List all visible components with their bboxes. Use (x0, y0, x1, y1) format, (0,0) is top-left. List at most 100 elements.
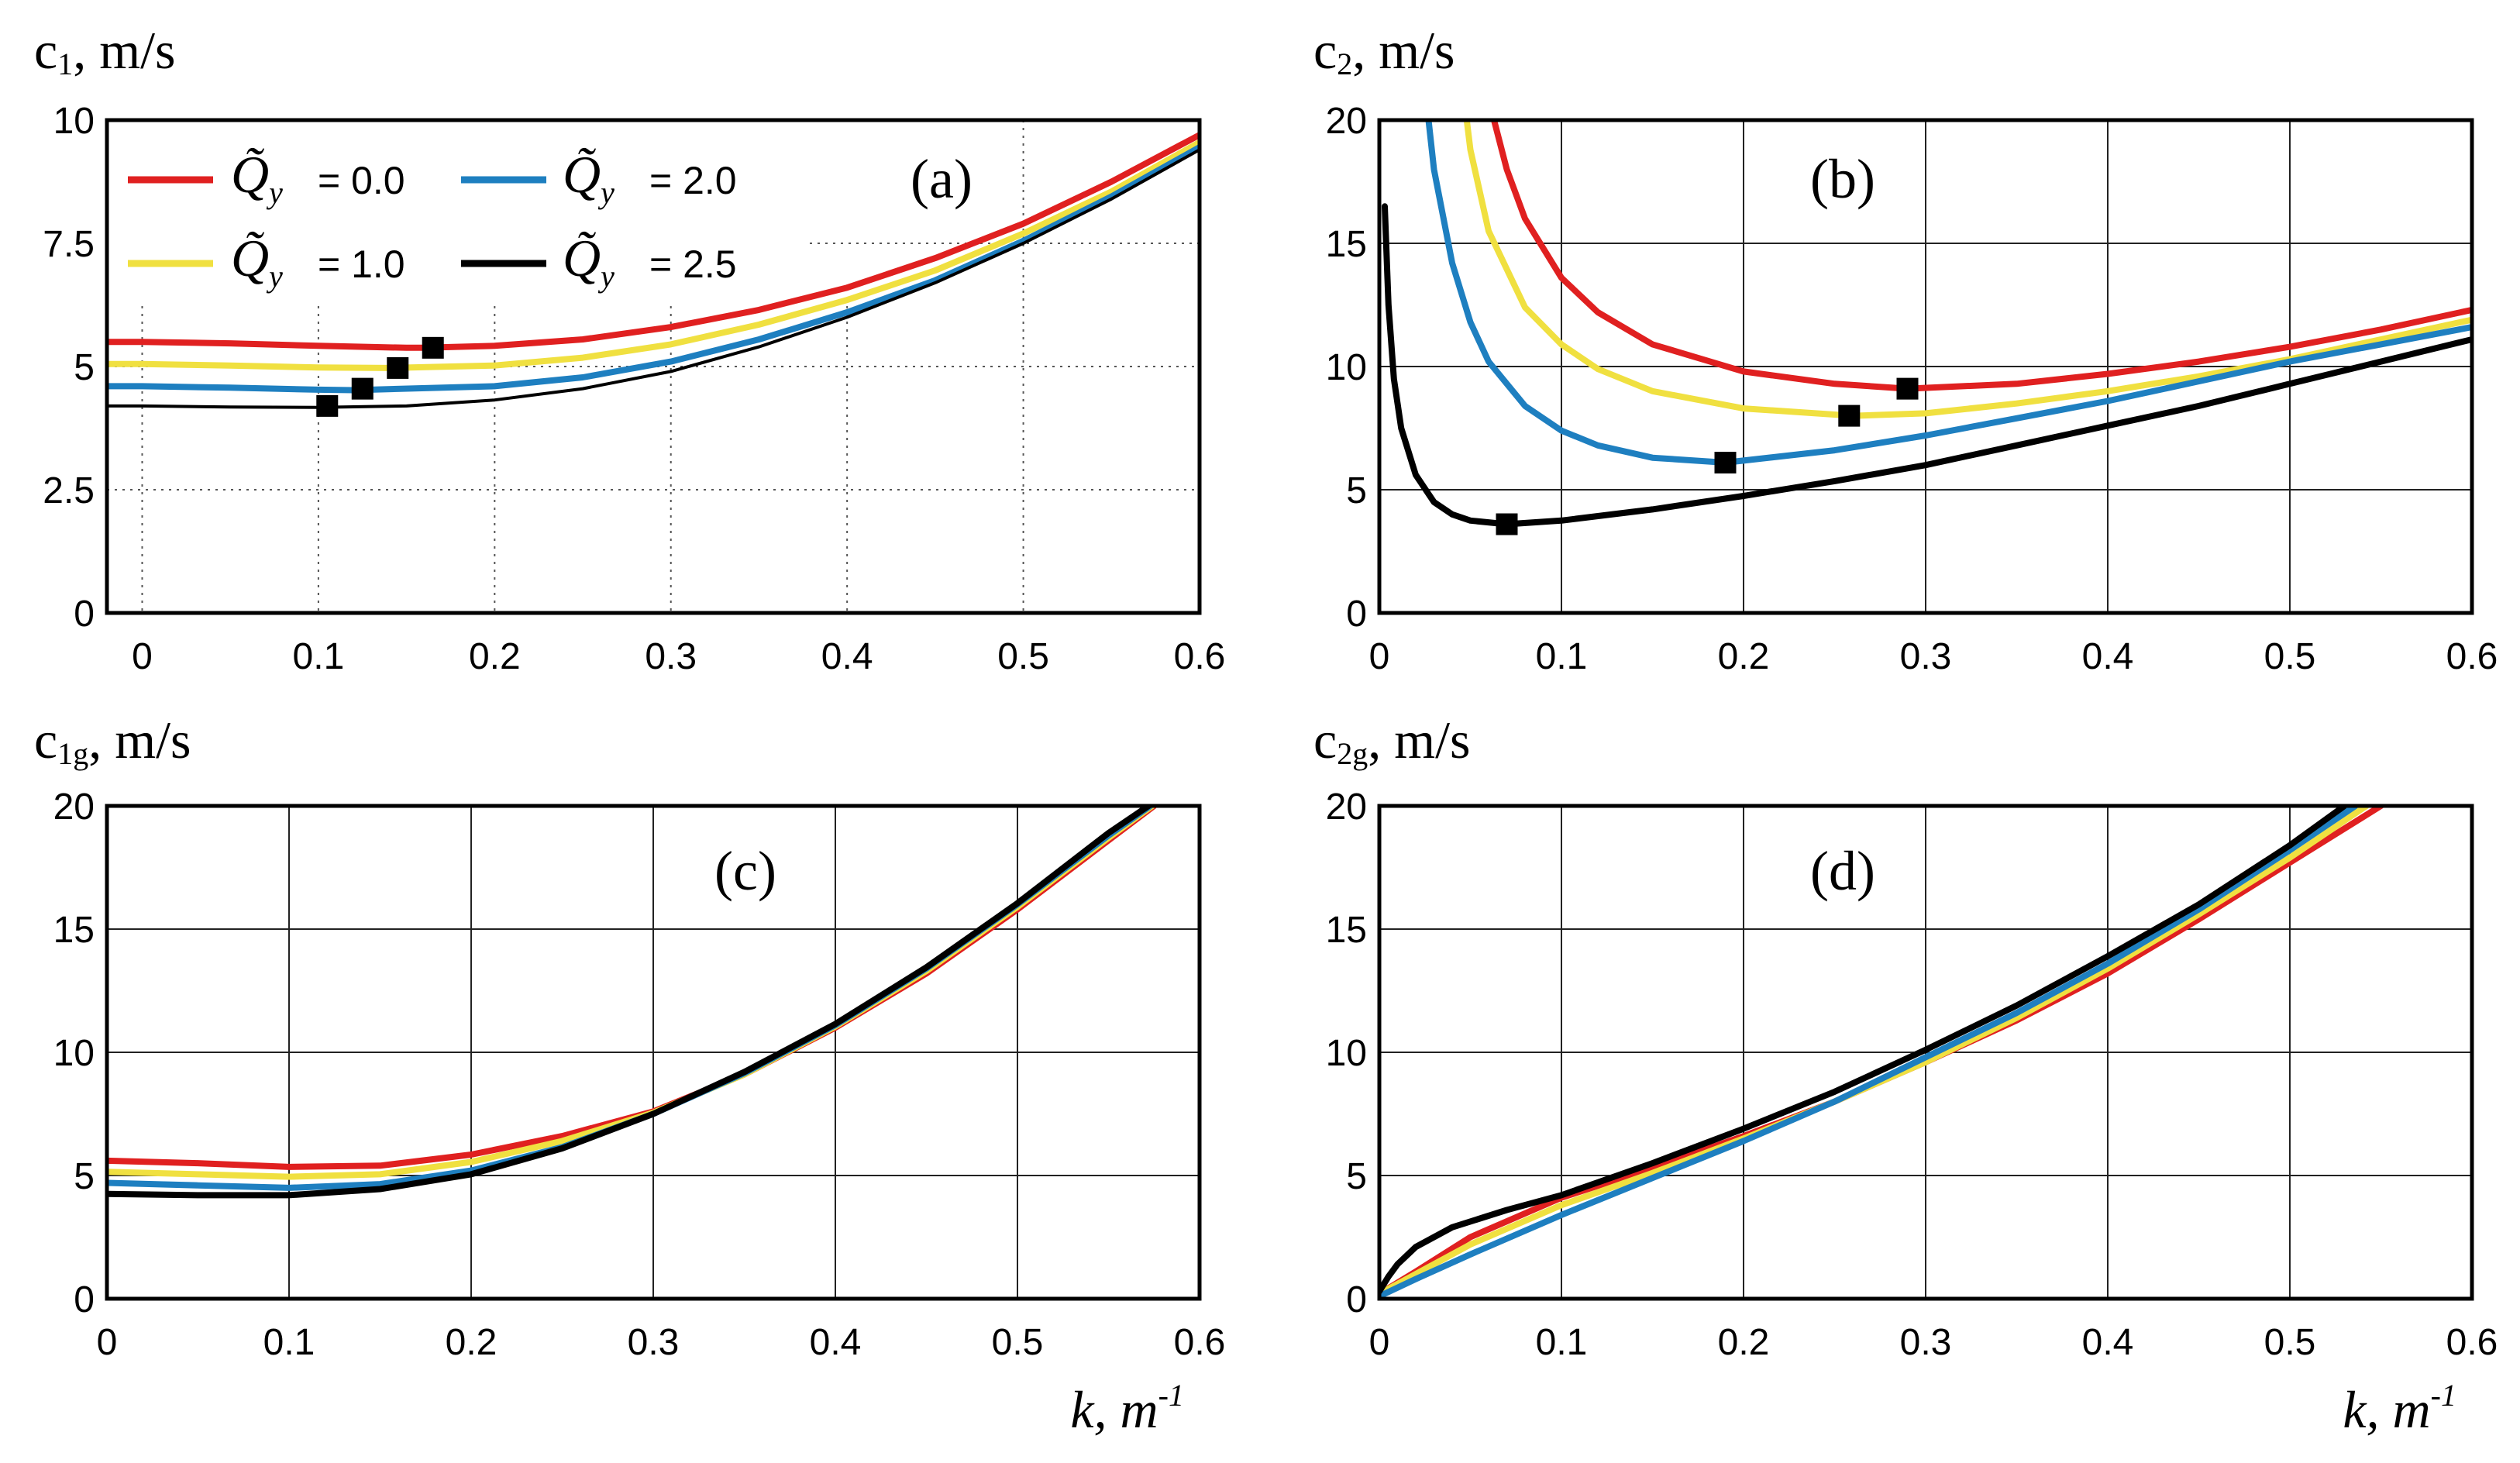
panel-label-a: (a) (911, 148, 973, 210)
x-tick-label-c-1: 0.1 (263, 1322, 315, 1363)
legend-label-q0: = 0.0 (318, 159, 405, 202)
min-marker-b-1 (1714, 452, 1737, 474)
series-line-b-q3 (1382, 203, 2472, 528)
series-line-b-q1 (1463, 120, 2472, 419)
series-line-b-q2 (1425, 120, 2472, 466)
y-tick-label-b-2: 10 (1326, 347, 1367, 388)
y-axis-label-c: c1g, m/s (34, 711, 191, 771)
legend-label-q1: = 1.0 (318, 243, 405, 286)
y-tick-label-a-3: 7.5 (43, 224, 95, 265)
x-tick-label-b-4: 0.4 (2082, 636, 2134, 677)
legend: Q̃y = 0.0 Q̃y = 1.0 Q̃y = 2.0 Q̃y = 2.5 (128, 145, 737, 294)
legend-label-q3: = 2.5 (649, 243, 737, 286)
x-tick-label-b-2: 0.2 (1718, 636, 1770, 677)
x-tick-label-a-6: 0.6 (1174, 636, 1226, 677)
y-axis-label-a: c1, m/s (34, 21, 175, 81)
legend-symbol-q2: Q̃y (563, 145, 615, 210)
min-marker-a-1 (351, 377, 374, 400)
legend-label-q2: = 2.0 (649, 159, 737, 202)
x-tick-label-c-3: 0.3 (628, 1322, 680, 1363)
min-marker-b-0 (1496, 513, 1518, 535)
y-tick-label-b-1: 5 (1346, 470, 1367, 511)
x-tick-label-d-6: 0.6 (2446, 1322, 2498, 1363)
legend-item-q3: Q̃y = 2.5 (461, 229, 737, 294)
x-tick-label-d-2: 0.2 (1718, 1322, 1770, 1363)
y-tick-label-a-4: 10 (53, 101, 95, 142)
min-marker-a-0 (316, 394, 339, 417)
y-tick-label-c-3: 15 (53, 910, 95, 951)
x-tick-label-c-4: 0.4 (810, 1322, 862, 1363)
y-tick-label-d-1: 5 (1346, 1156, 1367, 1197)
series-line-a-q1 (107, 139, 1200, 371)
y-axis-label-d: c2g, m/s (1313, 711, 1470, 771)
x-tick-label-a-2: 0.2 (469, 636, 521, 677)
x-tick-label-a-3: 0.3 (645, 636, 697, 677)
legend-symbol-q1: Q̃y (231, 229, 283, 294)
y-tick-label-a-2: 5 (74, 347, 95, 388)
y-tick-label-b-0: 0 (1346, 594, 1367, 635)
panel-label-d: (d) (1810, 840, 1875, 902)
y-tick-label-a-1: 2.5 (43, 470, 95, 511)
y-tick-label-d-0: 0 (1346, 1279, 1367, 1320)
series-line-d-q2 (1379, 806, 2359, 1299)
legend-symbol-q0: Q̃y (231, 145, 283, 210)
y-tick-label-d-2: 10 (1326, 1033, 1367, 1074)
y-tick-label-a-0: 0 (74, 594, 95, 635)
y-axis-label-b: c2, m/s (1313, 21, 1455, 81)
x-tick-label-b-0: 0 (1369, 636, 1390, 677)
series-line-c-q2 (107, 806, 1154, 1191)
min-marker-a-2 (387, 356, 409, 379)
x-tick-label-d-0: 0 (1369, 1322, 1390, 1363)
panel-b: c2, m/s 0 0.1 0.2 0.3 0.4 0.5 0.6 0 5 10 15 20 (b) (1313, 21, 2498, 677)
x-tick-label-b-6: 0.6 (2446, 636, 2498, 677)
plot-frame-d (1377, 804, 2474, 1301)
x-tick-label-a-1: 0.1 (293, 636, 345, 677)
x-tick-label-a-0: 0 (132, 636, 153, 677)
series-line-a-q2 (107, 144, 1200, 394)
panel-c: c1g, m/s 0 0.1 0.2 0.3 0.4 0.5 0.6 0 5 10 15 20 (c)… (34, 711, 1225, 1439)
series-line-a-q3 (107, 148, 1200, 409)
y-tick-label-d-4: 20 (1326, 787, 1367, 828)
min-marker-b-2 (1838, 404, 1861, 427)
y-tick-label-d-3: 15 (1326, 910, 1367, 951)
legend-symbol-q3: Q̃y (563, 229, 615, 294)
x-tick-label-a-4: 0.4 (821, 636, 873, 677)
series-line-b-q0 (1491, 120, 2472, 392)
series-line-a-q0 (107, 132, 1200, 351)
x-tick-label-a-5: 0.5 (997, 636, 1049, 677)
y-tick-label-b-3: 15 (1326, 224, 1367, 265)
x-axis-label-d: k, m-1 (2343, 1378, 2456, 1439)
legend-item-q0: Q̃y = 0.0 (128, 145, 405, 210)
x-tick-label-d-3: 0.3 (1900, 1322, 1952, 1363)
x-tick-label-d-5: 0.5 (2264, 1322, 2316, 1363)
min-marker-b-3 (1896, 377, 1919, 400)
y-tick-label-c-0: 0 (74, 1279, 95, 1320)
x-tick-label-c-6: 0.6 (1174, 1322, 1226, 1363)
series-line-c-q3 (107, 806, 1152, 1199)
x-tick-label-c-5: 0.5 (992, 1322, 1044, 1363)
x-tick-label-d-1: 0.1 (1536, 1322, 1588, 1363)
x-tick-label-b-1: 0.1 (1536, 636, 1588, 677)
x-axis-label-c: k, m-1 (1070, 1378, 1184, 1439)
panel-label-b: (b) (1810, 148, 1875, 210)
y-tick-label-c-4: 20 (53, 787, 95, 828)
min-marker-a-3 (422, 336, 444, 359)
x-tick-label-d-4: 0.4 (2082, 1322, 2134, 1363)
series-line-c-q0 (107, 806, 1158, 1170)
panel-label-c: (c) (714, 840, 776, 902)
y-tick-label-c-1: 5 (74, 1156, 95, 1197)
x-tick-label-b-5: 0.5 (2264, 636, 2316, 677)
panel-d: c2g, m/s 0 0.1 0.2 0.3 0.4 0.5 0.6 0 5 10 15 20 (d)… (1313, 711, 2498, 1439)
x-tick-label-c-0: 0 (97, 1322, 118, 1363)
x-tick-label-c-2: 0.2 (446, 1322, 497, 1363)
y-tick-label-c-2: 10 (53, 1033, 95, 1074)
plot-frame-c (105, 804, 1202, 1301)
series-line-d-q3 (1379, 806, 2348, 1295)
plot-frame-a (105, 118, 1202, 615)
legend-item-q1: Q̃y = 1.0 (128, 229, 405, 294)
panel-a: c1, m/s 0 0.1 0.2 0.3 0.4 0.5 0.6 0 2.5 5 7.5 10 (a… (34, 21, 1225, 677)
y-tick-label-b-4: 20 (1326, 101, 1367, 142)
plot-frame-b (1377, 118, 2474, 615)
x-tick-label-b-3: 0.3 (1900, 636, 1952, 677)
legend-item-q2: Q̃y = 2.0 (461, 145, 737, 210)
